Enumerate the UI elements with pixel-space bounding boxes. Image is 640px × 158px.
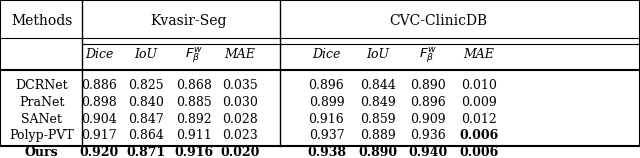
Text: 0.916: 0.916: [308, 112, 344, 125]
Text: 0.825: 0.825: [128, 79, 164, 92]
Text: SANet: SANet: [21, 112, 62, 125]
Text: 0.889: 0.889: [360, 129, 396, 142]
Text: 0.868: 0.868: [176, 79, 212, 92]
Text: 0.892: 0.892: [176, 112, 212, 125]
Text: 0.859: 0.859: [360, 112, 396, 125]
Text: 0.847: 0.847: [128, 112, 164, 125]
Text: 0.917: 0.917: [81, 129, 117, 142]
Text: 0.911: 0.911: [176, 129, 212, 142]
Text: IoU: IoU: [134, 48, 157, 61]
Text: PraNet: PraNet: [19, 96, 65, 109]
Text: Kvasir-Seg: Kvasir-Seg: [150, 14, 227, 28]
Text: 0.028: 0.028: [222, 112, 258, 125]
Text: 0.920: 0.920: [80, 146, 119, 158]
Text: 0.035: 0.035: [222, 79, 258, 92]
Text: 0.849: 0.849: [360, 96, 396, 109]
Text: 0.010: 0.010: [461, 79, 497, 92]
Text: 0.006: 0.006: [459, 146, 499, 158]
Text: 0.899: 0.899: [308, 96, 344, 109]
Text: 0.940: 0.940: [408, 146, 447, 158]
Text: IoU: IoU: [366, 48, 389, 61]
Text: Dice: Dice: [312, 48, 340, 61]
Text: 0.938: 0.938: [307, 146, 346, 158]
Text: 0.896: 0.896: [410, 96, 445, 109]
Text: DCRNet: DCRNet: [15, 79, 68, 92]
Text: Dice: Dice: [85, 48, 113, 61]
Text: 0.840: 0.840: [128, 96, 164, 109]
Text: CVC-ClinicDB: CVC-ClinicDB: [389, 14, 488, 28]
Text: MAE: MAE: [225, 48, 255, 61]
Text: 0.023: 0.023: [222, 129, 258, 142]
Text: 0.871: 0.871: [126, 146, 166, 158]
Text: 0.020: 0.020: [220, 146, 260, 158]
Text: 0.890: 0.890: [358, 146, 397, 158]
Text: 0.030: 0.030: [222, 96, 258, 109]
Text: Polyp-PVT: Polyp-PVT: [10, 129, 74, 142]
Text: 0.009: 0.009: [461, 96, 497, 109]
Text: 0.916: 0.916: [175, 146, 214, 158]
Text: 0.896: 0.896: [308, 79, 344, 92]
Text: $F_{\beta}^{w}$: $F_{\beta}^{w}$: [185, 45, 203, 65]
Text: 0.909: 0.909: [410, 112, 445, 125]
Text: 0.904: 0.904: [81, 112, 117, 125]
Text: 0.885: 0.885: [176, 96, 212, 109]
Text: Methods: Methods: [11, 14, 72, 28]
Text: 0.864: 0.864: [128, 129, 164, 142]
Text: 0.006: 0.006: [459, 129, 499, 142]
Text: 0.890: 0.890: [410, 79, 445, 92]
Text: 0.936: 0.936: [410, 129, 445, 142]
Text: MAE: MAE: [463, 48, 494, 61]
Text: Ours: Ours: [25, 146, 58, 158]
Text: 0.886: 0.886: [81, 79, 117, 92]
Text: 0.844: 0.844: [360, 79, 396, 92]
Text: $F_{\beta}^{w}$: $F_{\beta}^{w}$: [419, 45, 436, 65]
Text: 0.937: 0.937: [308, 129, 344, 142]
Text: 0.898: 0.898: [81, 96, 117, 109]
Text: 0.012: 0.012: [461, 112, 497, 125]
